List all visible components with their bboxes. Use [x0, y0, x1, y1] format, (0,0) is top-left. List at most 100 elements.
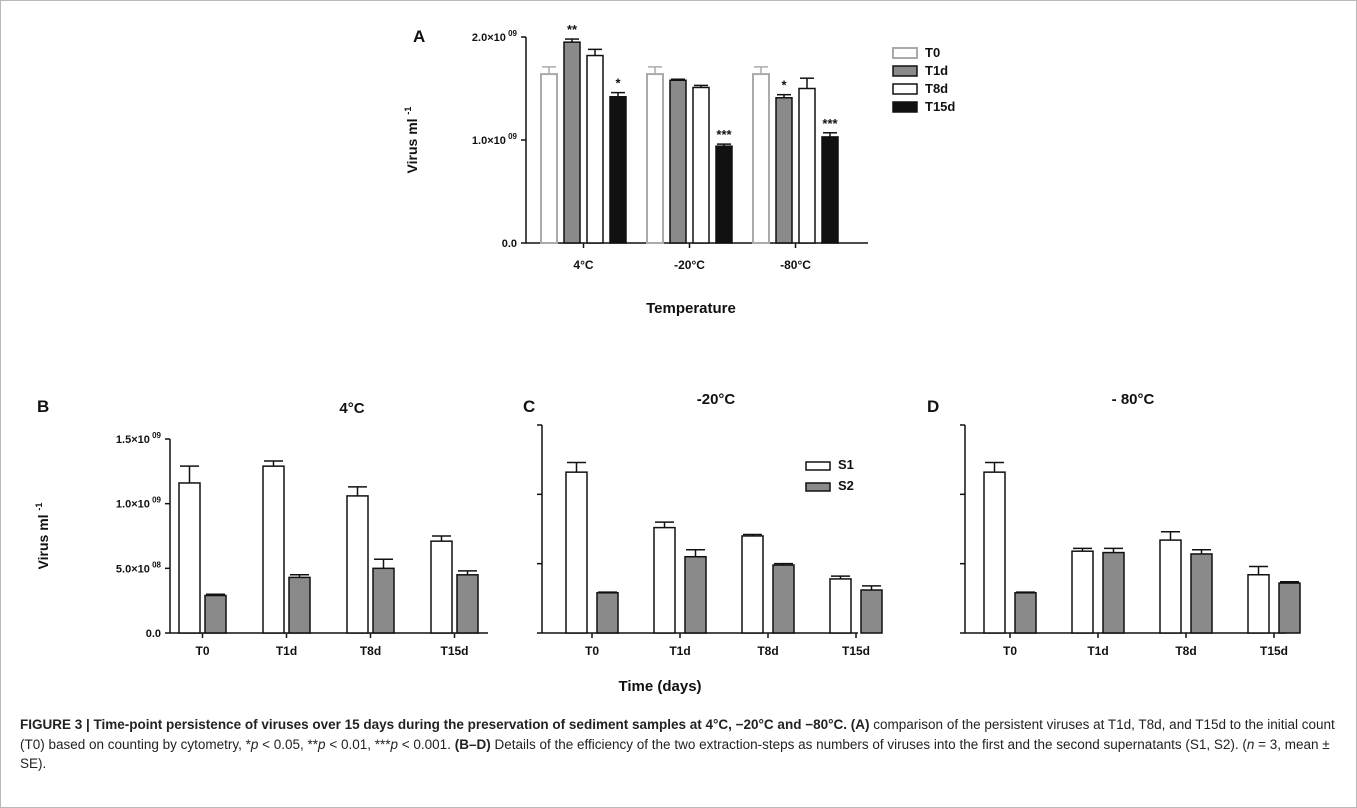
panel-b-x-tick-label: T1d: [276, 644, 297, 658]
panel-a-x-label: Temperature: [646, 300, 736, 317]
panel-d-title: - 80°C: [1112, 391, 1155, 408]
panel-b-y-tick-label: 1.5×10 09: [116, 431, 162, 446]
panel-a-bar-t0: [540, 73, 558, 244]
panel-a-bar-t0: [646, 73, 664, 244]
panel-b-title: 4°C: [339, 400, 364, 417]
caption-p-symbol: p: [318, 736, 326, 752]
panel-d-bar-s1: [1159, 539, 1182, 634]
figure-caption: FIGURE 3 | Time-point persistence of vir…: [20, 715, 1340, 774]
panel-c-legend-swatch: [805, 461, 831, 471]
panel-b-bar-s2: [456, 574, 479, 634]
panel-c-bar-s2: [596, 592, 619, 634]
panel-d-bar-s1: [983, 471, 1006, 634]
panel-b-x-tick-label: T0: [195, 644, 209, 658]
caption-n-symbol: n: [1246, 736, 1255, 752]
panel-a-bar-t8d: [798, 87, 816, 244]
panel-a-bar-t15d: [821, 136, 839, 244]
panel-d-bar-s2: [1278, 582, 1301, 634]
caption-p-symbol: p: [250, 736, 259, 752]
panel-b-letter: B: [37, 397, 49, 416]
panel-b-bar-s1: [430, 540, 453, 634]
caption-p-symbol: p: [390, 736, 399, 752]
panel-a-legend-swatch: [892, 83, 918, 95]
panel-c-x-tick-label: T15d: [842, 644, 870, 658]
panel-b-bar-s2: [204, 594, 227, 634]
panel-a-legend-swatch: [892, 101, 918, 113]
panel-a-bar-t8d: [586, 54, 604, 244]
panel-a-x-tick-label: -20°C: [674, 258, 705, 272]
caption-n-value: = 3, mean ± SE).: [20, 736, 1330, 772]
panel-a-legend-label: T15d: [925, 99, 955, 114]
panel-c-letter: C: [523, 397, 535, 416]
panel-b-bar-s1: [262, 465, 285, 634]
panel-d-bar-s2: [1102, 551, 1125, 634]
panel-b-bar-s2: [372, 567, 395, 634]
panel-a-y-label: Virus ml -1: [403, 107, 420, 174]
caption-part-a-label: (A): [850, 717, 870, 732]
panel-b-x-tick-label: T8d: [360, 644, 381, 658]
panel-a-significance-mark: ***: [716, 127, 732, 142]
panel-c-bar-s1: [565, 471, 588, 634]
panel-c-legend-label: S1: [838, 457, 854, 472]
panel-a-y-tick-label: 0.0: [502, 238, 517, 250]
panel-a-y-tick-label: 2.0×10 09: [472, 29, 518, 44]
panel-d-letter: D: [927, 397, 939, 416]
panel-a-x-tick-label: 4°C: [573, 258, 593, 272]
panel-a-legend-label: T0: [925, 45, 940, 60]
panel-c-bar-s2: [772, 564, 795, 634]
panel-b-y-tick-label: 0.0: [146, 628, 161, 640]
panel-d-bar-s2: [1190, 553, 1213, 634]
panel-c-x-label: Time (days): [618, 678, 701, 695]
panel-d-x-tick-label: T0: [1003, 644, 1017, 658]
panel-d-bar-s2: [1014, 592, 1037, 634]
caption-part-bd-text: Details of the efficiency of the two ext…: [494, 736, 1247, 752]
panel-c-legend-label: S2: [838, 478, 854, 493]
panel-a-bar-t0: [752, 73, 770, 244]
caption-part-bd-label: (B–D): [454, 736, 491, 752]
panel-c-bar-s1: [829, 578, 852, 634]
panel-d-x-tick-label: T8d: [1175, 644, 1196, 658]
caption-threshold-1: < 0.05, **: [258, 736, 319, 752]
panel-a-legend-label: T1d: [925, 63, 948, 78]
panel-a-y-tick-label: 1.0×10 09: [472, 132, 518, 147]
panel-a-bar-t1d: [775, 97, 793, 244]
panel-b-x-tick-label: T15d: [440, 644, 468, 658]
panel-a-bar-t8d: [692, 86, 710, 244]
caption-threshold-2: < 0.01, ***: [325, 736, 391, 752]
panel-d-x-tick-label: T15d: [1260, 644, 1288, 658]
panel-a-significance-mark: **: [567, 22, 578, 37]
panel-b-bar-s2: [288, 576, 311, 634]
panel-c-bar-s1: [741, 535, 764, 634]
panel-c-bar-s2: [860, 589, 883, 634]
caption-part-a-text: comparison of the persistent viruses at …: [20, 717, 1335, 752]
panel-b-y-tick-label: 1.0×10 09: [116, 496, 162, 511]
panel-c-x-tick-label: T8d: [757, 644, 778, 658]
panel-c-legend-swatch: [805, 482, 831, 492]
caption-title: FIGURE 3 | Time-point persistence of vir…: [20, 717, 847, 732]
panel-a-bar-t1d: [563, 41, 581, 244]
panel-b-y-tick-label: 5.0×10 08: [116, 560, 162, 575]
panel-a-significance-mark: *: [781, 78, 787, 93]
panel-d-bar-s1: [1247, 574, 1270, 634]
panel-c-bar-s1: [653, 526, 676, 634]
panel-a-legend-swatch: [892, 65, 918, 77]
panel-c-x-tick-label: T0: [585, 644, 599, 658]
panel-c-bar-s2: [684, 555, 707, 634]
panel-a-significance-mark: ***: [822, 116, 838, 131]
panel-a-bar-t15d: [715, 145, 733, 244]
panel-a-legend-swatch: [892, 47, 918, 59]
panel-a-bar-t1d: [669, 79, 687, 244]
panel-d-bar-s1: [1071, 550, 1094, 634]
panel-c-x-tick-label: T1d: [669, 644, 690, 658]
panel-d-x-tick-label: T1d: [1087, 644, 1108, 658]
panel-a-letter: A: [413, 27, 425, 46]
panel-a-significance-mark: *: [615, 76, 621, 91]
panel-b-y-label: Virus ml -1: [34, 503, 51, 570]
panel-b-bar-s1: [178, 482, 201, 634]
panel-a-legend-label: T8d: [925, 81, 948, 96]
panel-a-bar-t15d: [609, 95, 627, 244]
caption-threshold-3: < 0.001.: [398, 736, 451, 752]
panel-c-title: -20°C: [697, 391, 736, 408]
panel-a-x-tick-label: -80°C: [780, 258, 811, 272]
